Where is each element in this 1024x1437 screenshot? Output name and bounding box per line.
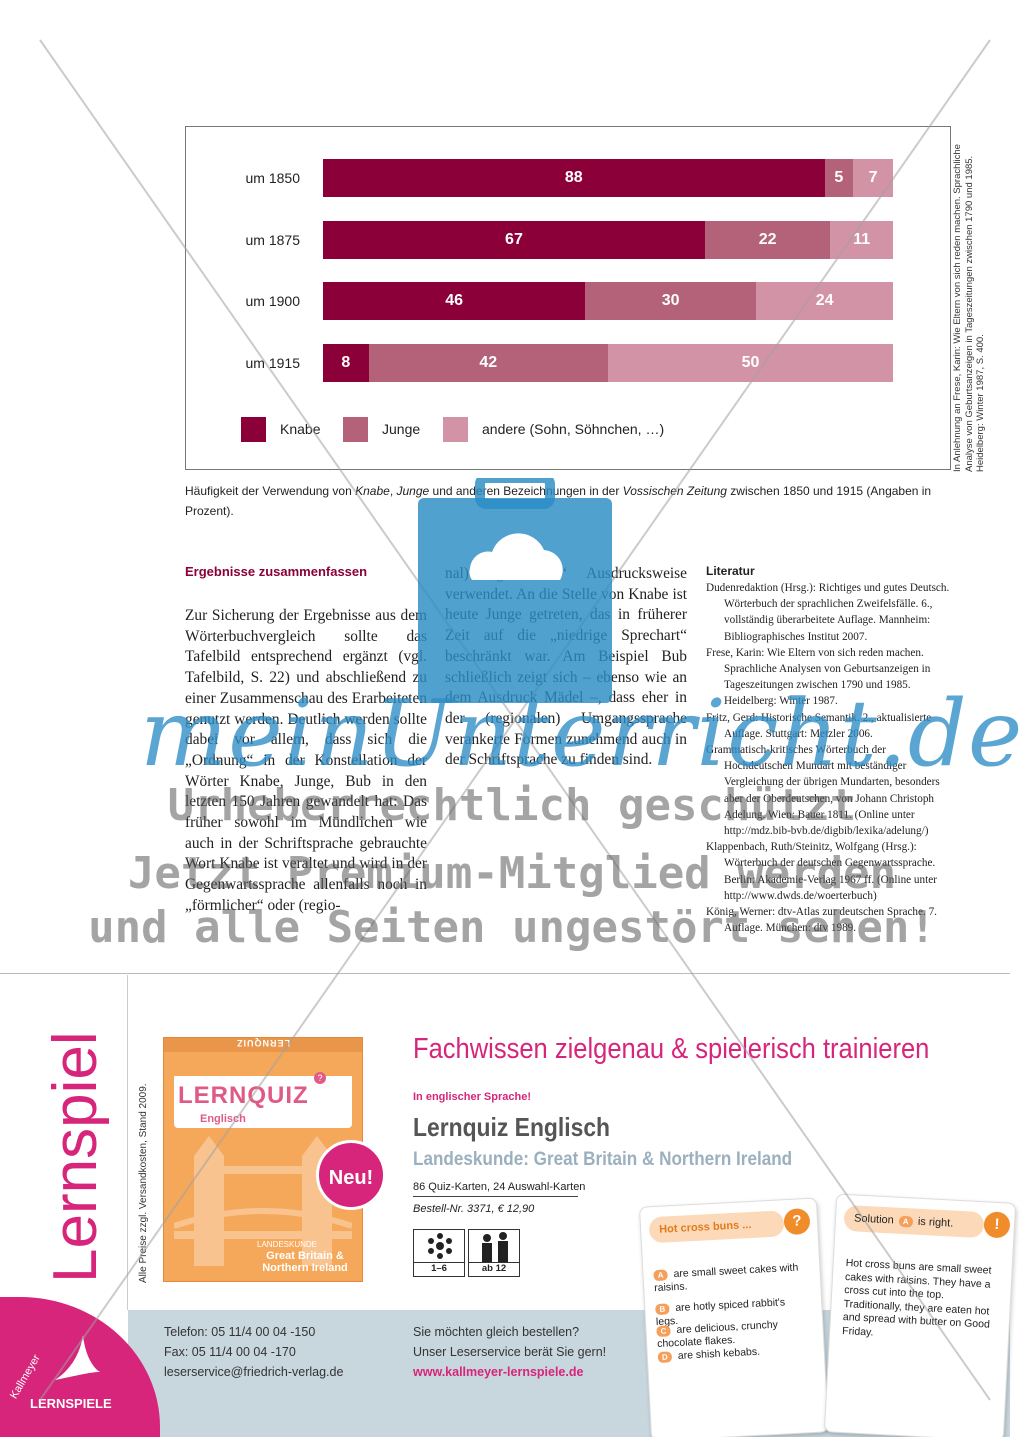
box-subtitle: Englisch <box>200 1113 246 1125</box>
source-note-text: In Anlehnung an Frese, Karin: Wie Eltern… <box>952 144 986 472</box>
legend-label: Junge <box>382 421 421 437</box>
bar-segment: 42 <box>368 343 608 382</box>
box-top-flap: LERNQUIZ <box>164 1038 362 1052</box>
bar-segment: 24 <box>756 282 893 320</box>
bar-segment: 5 <box>824 159 854 197</box>
body-column-1: Zur Sicherung der Ergebnisse aus dem Wör… <box>185 607 427 914</box>
ad-headline: Fachwissen zielgenau & spielerisch train… <box>413 1033 930 1065</box>
logo-lernspiele-text: LERNSPIELE <box>30 1396 112 1411</box>
solution-letter: A <box>898 1215 914 1228</box>
ad-divider <box>0 973 1010 974</box>
box-label-small: LANDESKUNDE <box>257 1240 318 1249</box>
category-label: um 1900 <box>245 293 300 309</box>
legend-swatch <box>443 417 468 442</box>
literature-list: Dudenredaktion (Hrsg.): Richtiges und gu… <box>706 580 950 936</box>
bar-segment: 11 <box>830 220 893 259</box>
section-heading: Ergebnisse zusammenfassen <box>185 564 368 579</box>
order-url-link[interactable]: www.kallmeyer-lernspiele.de <box>413 1365 584 1379</box>
quiz-card-solution: Solution A is right. ! Hot cross buns ar… <box>823 1193 1017 1437</box>
contact-fax: Fax: 05 11/4 00 04 -170 <box>164 1345 296 1359</box>
exclamation-icon: ! <box>983 1211 1011 1239</box>
solution-right: is right. <box>917 1215 954 1230</box>
source-note: In Anlehnung an Frese, Karin: Wie Eltern… <box>952 128 988 472</box>
literature-heading: Literatur <box>706 564 755 578</box>
chart-frame: um 1850 88 5 7 um 1875 67 22 11 um 1900 46 30 24 um … <box>185 126 951 470</box>
literature-entry: König, Werner: dtv-Atlas zur deutschen S… <box>706 906 937 935</box>
bar-track: 46 30 24 <box>323 282 893 320</box>
product-contents: 86 Quiz-Karten, 24 Auswahl-Karten <box>413 1181 586 1193</box>
option-text: are small sweet cakes with raisins. <box>653 1261 799 1295</box>
product-subtitle: Landeskunde: Great Britain & Northern Ir… <box>413 1149 793 1170</box>
order-number-price: Bestell-Nr. 3371, € 12,90 <box>413 1203 535 1215</box>
question-icon: ? <box>314 1072 326 1084</box>
bar-track: 8 42 50 <box>323 343 893 382</box>
chart-row: um 1850 88 5 7 <box>186 159 950 197</box>
question-icon: ? <box>783 1207 811 1236</box>
bar-segment: 7 <box>853 159 893 197</box>
bar-track: 88 5 7 <box>323 159 893 197</box>
chart-row: um 1875 67 22 11 <box>186 220 950 259</box>
bar-segment: 8 <box>323 343 369 382</box>
order-prompt: Sie möchten gleich bestellen? Unser Lese… <box>413 1322 606 1382</box>
box-label: Great Britain & Northern Ireland <box>262 1250 348 1274</box>
bar-segment: 88 <box>323 159 825 197</box>
swoosh-icon <box>55 1335 100 1380</box>
category-label: um 1850 <box>245 170 300 186</box>
person-icon <box>482 1232 508 1262</box>
price-note: Alle Preise zzgl. Versandkosten, Stand 2… <box>138 1083 149 1283</box>
contact-email[interactable]: leserservice@friedrich-verlag.de <box>164 1365 344 1379</box>
literature-entry: Frese, Karin: Wie Eltern von sich reden … <box>706 646 931 708</box>
option-letter: C <box>656 1325 671 1338</box>
new-badge: Neu! <box>316 1140 386 1210</box>
legend-label: andere (Sohn, Söhnchen, …) <box>482 421 665 437</box>
bar-segment: 46 <box>323 282 586 320</box>
order-prompt-line2: Unser Leserservice berät Sie gern! <box>413 1345 607 1359</box>
lernspiel-vertical-title: Lernspiel <box>41 1031 110 1283</box>
option-letter: B <box>655 1303 670 1316</box>
players-info: 1–6 <box>413 1229 465 1277</box>
ad-tagline: In englischer Sprache! <box>413 1091 531 1103</box>
order-prompt-line1: Sie möchten gleich bestellen? <box>413 1325 580 1339</box>
legend-swatch <box>343 417 368 442</box>
legend-swatch <box>241 417 266 442</box>
bar-segment: 67 <box>323 220 705 259</box>
literature-entry: Fritz, Gerd: Historische Semantik. 2., a… <box>706 711 932 740</box>
bar-segment: 30 <box>585 282 757 320</box>
contact-phone: Telefon: 05 11/4 00 04 -150 <box>164 1325 316 1339</box>
players-icon <box>428 1233 452 1259</box>
chart-row: um 1900 46 30 24 <box>186 282 950 320</box>
literature-entry: Dudenredaktion (Hrsg.): Richtiges und gu… <box>706 582 950 643</box>
briefcase-cloud-icon <box>418 478 612 703</box>
contents-underline <box>413 1196 578 1197</box>
option-letter: A <box>653 1269 668 1282</box>
card-question-header: Hot cross buns ... <box>648 1210 785 1244</box>
age-label: ab 12 <box>469 1262 519 1275</box>
solution-word: Solution <box>853 1212 895 1227</box>
solution-text: Hot cross buns are small sweet cakes wit… <box>841 1257 992 1339</box>
product-name: Lernquiz Englisch <box>413 1112 611 1142</box>
bar-segment: 22 <box>704 220 831 259</box>
card-solution-header: Solution A is right. <box>843 1204 985 1239</box>
literature-entry: Klappenbach, Ruth/Steinitz, Wolfgang (Hr… <box>706 841 937 902</box>
chart-row: um 1915 8 42 50 <box>186 343 950 382</box>
box-title: LERNQUIZ <box>178 1082 309 1109</box>
bar-segment: 50 <box>608 343 893 382</box>
option-letter: D <box>657 1351 673 1364</box>
players-label: 1–6 <box>414 1262 464 1275</box>
category-label: um 1915 <box>245 354 300 371</box>
bar-track: 67 22 11 <box>323 220 893 259</box>
legend-label: Knabe <box>280 421 321 437</box>
literature-entry: Grammatisch-kritisches Wörterbuch der Ho… <box>706 744 940 838</box>
contact-info: Telefon: 05 11/4 00 04 -150 Fax: 05 11/4… <box>164 1322 343 1382</box>
category-label: um 1875 <box>245 231 300 248</box>
ad-vertical-rule <box>127 975 128 1310</box>
age-info: ab 12 <box>468 1229 520 1277</box>
box-top-text: LERNQUIZ <box>236 1038 290 1048</box>
